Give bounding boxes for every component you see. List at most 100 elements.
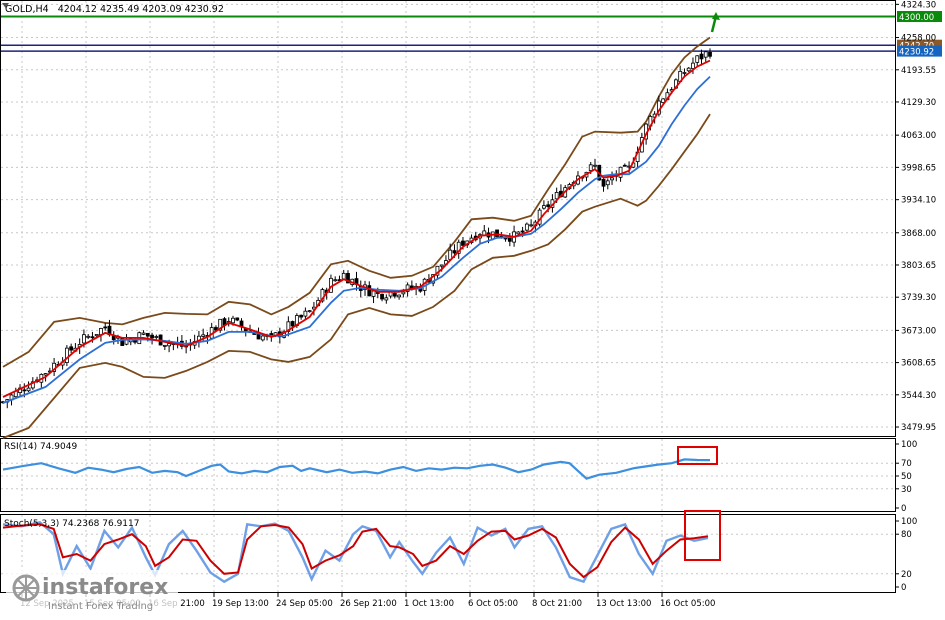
candle-body — [601, 178, 606, 187]
candle-body — [103, 326, 108, 329]
candle-body — [86, 335, 91, 338]
candle-body — [69, 346, 74, 351]
candle-body — [167, 343, 172, 347]
candle-body — [439, 264, 444, 267]
rsi-tick-label: 100 — [901, 440, 917, 450]
candle-body — [593, 164, 597, 167]
bollinger-bands — [2, 36, 711, 439]
candle-body — [64, 347, 69, 363]
collapse-triangle-icon[interactable] — [2, 3, 9, 8]
candle-body — [397, 294, 401, 298]
price-tick-label: 3998.65 — [901, 163, 936, 173]
candle-body — [529, 224, 534, 227]
chart-header: GOLD,H4 4204.12 4235.49 4203.09 4230.92 — [5, 4, 224, 15]
candle-body — [22, 389, 27, 392]
watermark-brand: instaforex — [42, 575, 168, 600]
candle-body — [141, 332, 146, 335]
watermark: instaforex Instant Forex Trading — [6, 570, 178, 614]
price-grid — [1, 1, 895, 436]
level-badge — [897, 39, 942, 51]
candle-body — [524, 223, 529, 231]
price-tick-label: 3608.65 — [901, 359, 936, 369]
candle-body — [82, 334, 86, 344]
candle-body — [346, 273, 350, 284]
candle-body — [341, 272, 346, 280]
candle-body — [661, 98, 666, 103]
price-levels: 4300.004242.704230.92 — [1, 11, 942, 58]
stoch-tick-label: 80 — [901, 530, 912, 540]
candle-body — [299, 314, 304, 318]
candle-body — [371, 290, 376, 297]
price-axis: 4324.30 4258.00 4193.55 4129.30 4063.00 3998.… — [895, 0, 936, 433]
candle-body — [618, 166, 623, 178]
candle-body — [260, 335, 265, 341]
candle-body — [507, 237, 512, 242]
candle-body — [452, 250, 457, 254]
candle-body — [686, 67, 691, 72]
rsi-pane-frame — [0, 438, 896, 512]
stoch-tick-label: 20 — [901, 570, 912, 580]
candle-body — [384, 297, 389, 301]
candle-body — [150, 334, 154, 339]
candle-body — [235, 317, 240, 321]
price-tick-label: 3803.65 — [901, 261, 936, 271]
candle-body — [695, 55, 700, 63]
candle-body — [30, 381, 35, 389]
price-pane-frame — [0, 0, 896, 437]
price-tick-label: 3544.30 — [901, 391, 936, 401]
time-tick-label: 1 Oct 13:00 — [404, 599, 454, 609]
up-arrow-icon — [710, 12, 720, 33]
stoch-title: Stoch(5,3,3) 74.2368 76.9117 — [4, 519, 139, 529]
price-tick-label: 3868.00 — [901, 229, 936, 239]
lower-band-line — [2, 113, 711, 439]
rsi-tick-label: 30 — [901, 485, 912, 495]
rsi-tick-label: 50 — [901, 472, 912, 482]
candle-body — [520, 230, 525, 233]
time-tick-label: 24 Sep 05:00 — [276, 599, 333, 609]
candle-body — [699, 53, 704, 60]
time-tick-label: 16 Oct 05:00 — [660, 599, 715, 609]
candle-body — [201, 334, 206, 337]
instaforex-logo-icon — [12, 574, 40, 602]
candle-body — [380, 293, 384, 300]
upper-band-line — [2, 36, 711, 368]
price-tick-label: 4258.00 — [901, 34, 936, 44]
level-badge — [897, 45, 942, 57]
candle-body — [482, 230, 487, 236]
stoch-signal-line — [2, 523, 709, 579]
stoch-pane: 100 80 20 0 — [1, 515, 917, 593]
candle-body — [367, 285, 372, 297]
candle-body — [231, 317, 235, 324]
stoch-tick-label: 0 — [901, 583, 906, 593]
candle-body — [682, 72, 687, 74]
candle-body — [111, 335, 116, 341]
price-tick-label: 3479.95 — [901, 423, 936, 433]
candle-body — [691, 62, 695, 69]
candle-body — [145, 332, 150, 337]
candle-body — [605, 180, 610, 186]
rsi-pane: 100 70 50 30 0 — [1, 439, 917, 514]
candle-body — [495, 229, 499, 237]
level-badge-label: 4300.00 — [899, 13, 934, 23]
ma-fast-line — [2, 59, 711, 398]
rsi-title: RSI(14) 74.9049 — [4, 442, 77, 452]
candle-body — [456, 241, 461, 254]
candle-body — [708, 52, 712, 57]
candle-body — [43, 373, 48, 376]
time-tick-label: 8 Oct 21:00 — [532, 599, 582, 609]
candle-body — [162, 344, 167, 347]
candle-body — [90, 336, 95, 339]
candle-body — [401, 291, 406, 295]
time-tick-label: 26 Sep 21:00 — [340, 599, 397, 609]
stoch-pane-frame — [0, 514, 896, 593]
symbol-label: GOLD,H4 — [5, 4, 49, 15]
candle-body — [405, 284, 410, 292]
candle-body — [541, 205, 546, 209]
stoch-main-line — [2, 521, 709, 584]
candle-body — [286, 321, 291, 332]
price-tick-label: 3739.30 — [901, 293, 936, 303]
ohlc-label: 4204.12 4235.49 4203.09 4230.92 — [58, 4, 224, 15]
